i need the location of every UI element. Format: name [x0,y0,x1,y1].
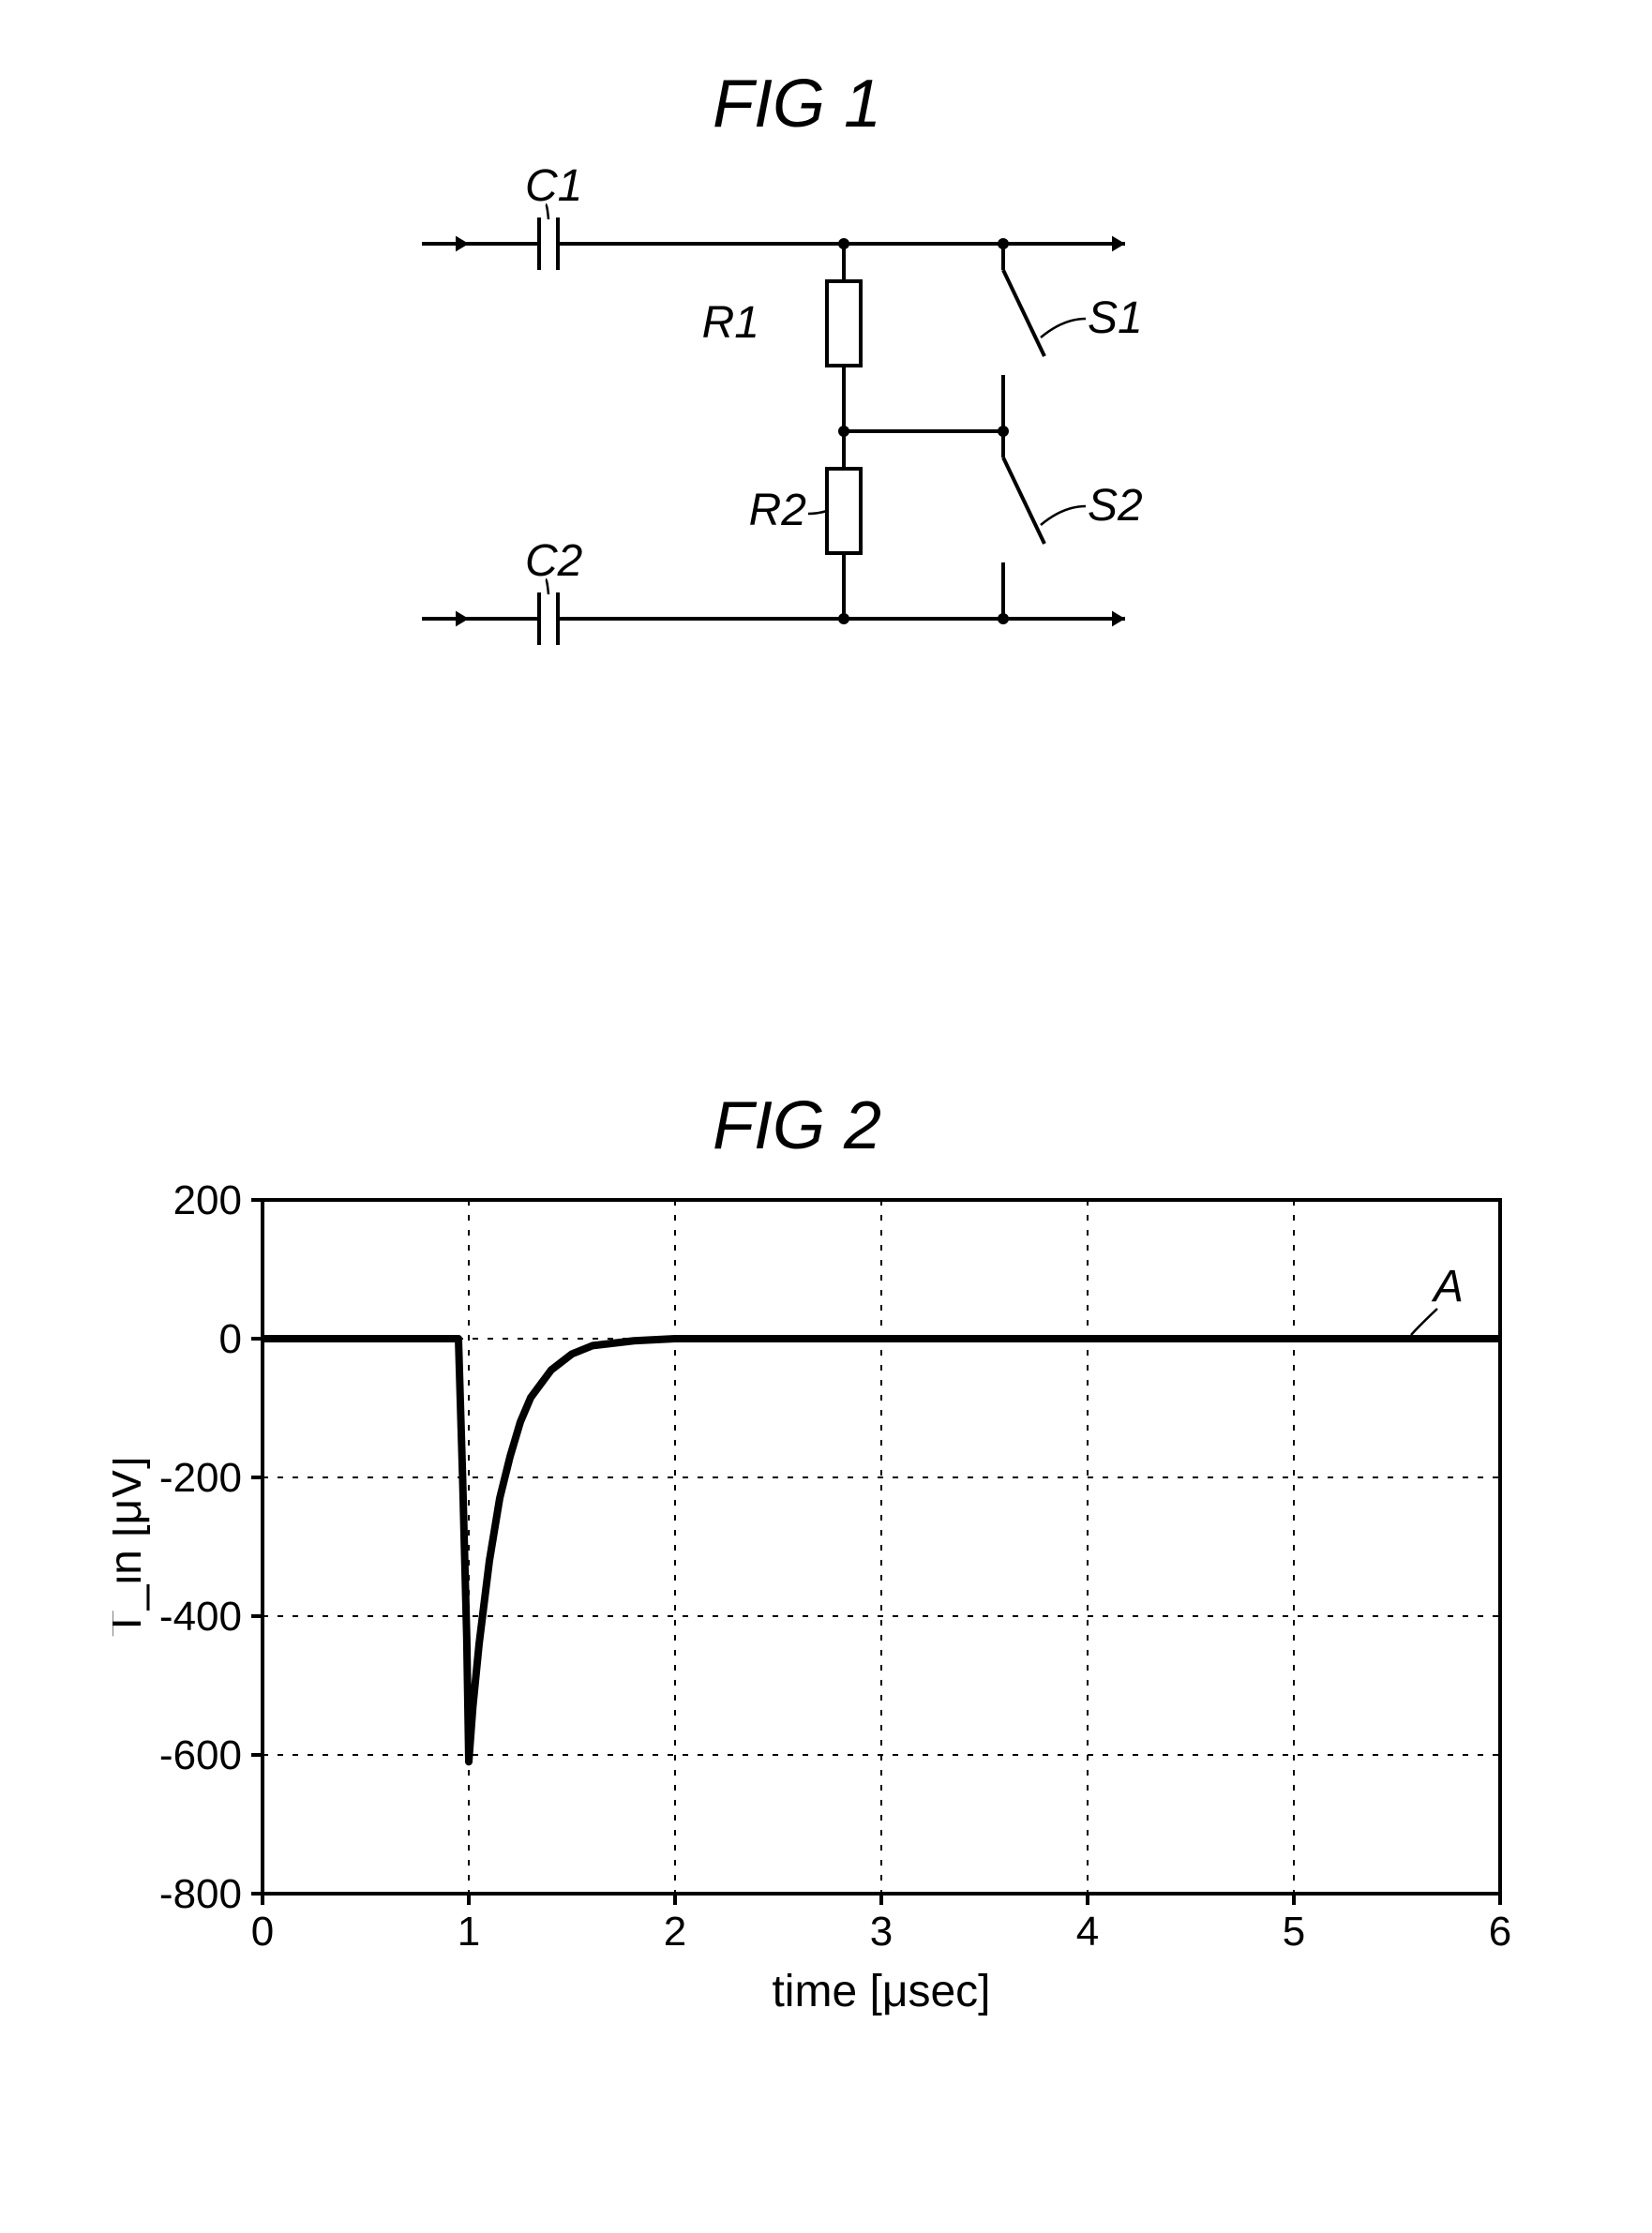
circuit-diagram: C1 C2 R1 R2 S1 S2 [403,169,1153,675]
ytick-label: 200 [173,1181,242,1223]
fig1-title: FIG 1 [713,66,881,142]
xtick-label: 3 [870,1909,893,1955]
y-axis-label: T_in [μV] [113,1456,151,1637]
svg-text:R1: R1 [702,298,759,348]
ytick-label: -200 [159,1455,242,1501]
svg-text:C2: C2 [525,536,582,586]
series-label: A [1431,1262,1464,1311]
xtick-label: 4 [1076,1909,1099,1955]
xtick-label: 5 [1283,1909,1305,1955]
xtick-label: 1 [458,1909,480,1955]
xtick-label: 6 [1489,1909,1511,1955]
svg-text:S1: S1 [1088,293,1143,343]
xtick-label: 2 [664,1909,686,1955]
fig2-title: FIG 2 [713,1087,881,1164]
ytick-label: -400 [159,1594,242,1640]
ytick-label: 0 [219,1316,242,1362]
svg-text:S2: S2 [1088,481,1143,531]
svg-text:C1: C1 [525,169,582,211]
svg-text:R2: R2 [749,486,806,535]
chart-fig2: 0 1 2 3 4 5 6 -800 -600 -400 -200 0 200 time [μsec] T_… [113,1181,1538,2062]
ytick-label: -800 [159,1871,242,1917]
ytick-label: -600 [159,1732,242,1778]
xtick-label: 0 [251,1909,274,1955]
x-axis-label: time [μsec] [772,1967,990,2016]
